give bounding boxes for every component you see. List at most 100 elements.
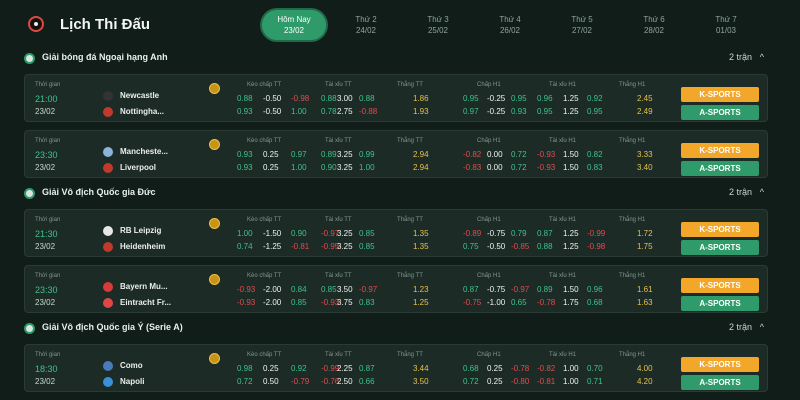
odds-h1-total-line[interactable]: 1.25 [563,107,579,116]
odds-ft-handicap-line[interactable]: -0.50 [263,107,282,116]
odds-h1-handicap-home[interactable]: 0.97 [463,107,479,116]
odds-ft-over[interactable]: 0.88 [321,94,337,103]
favorite-star-icon[interactable] [209,218,220,229]
odds-ft-win[interactable]: 1.35 [413,229,429,238]
odds-h1-total-line[interactable]: 1.25 [563,242,579,251]
odds-ft-under[interactable]: -0.97 [359,285,378,294]
odds-h1-handicap-away[interactable]: -0.85 [511,242,530,251]
tab-thursday[interactable]: Thứ 5 27/02 [550,10,614,40]
odds-h1-handicap-line[interactable]: 0.00 [487,150,503,159]
odds-h1-over[interactable]: -0.93 [537,163,556,172]
a-sports-button[interactable]: A-SPORTS [681,240,759,255]
odds-ft-handicap-away[interactable]: 0.90 [291,229,307,238]
odds-h1-total-line[interactable]: 1.50 [563,163,579,172]
league-header-epl[interactable]: Giải bóng đá Ngoại hạng Anh 2 trận ^ [22,52,778,66]
odds-h1-handicap-away[interactable]: 0.93 [511,107,527,116]
odds-h1-over[interactable]: 0.95 [537,107,553,116]
odds-ft-handicap-line[interactable]: 0.50 [263,377,279,386]
odds-ft-under[interactable]: 0.88 [359,94,375,103]
odds-ft-handicap-away[interactable]: -0.79 [291,377,310,386]
odds-ft-handicap-home[interactable]: 0.98 [237,364,253,373]
odds-ft-handicap-line[interactable]: 0.25 [263,163,279,172]
odds-h1-win[interactable]: 3.40 [637,163,653,172]
odds-ft-handicap-home[interactable]: 0.93 [237,150,253,159]
odds-h1-under[interactable]: 0.71 [587,377,603,386]
odds-ft-handicap-home[interactable]: 0.88 [237,94,253,103]
a-sports-button[interactable]: A-SPORTS [681,105,759,120]
odds-h1-handicap-line[interactable]: 0.25 [487,377,503,386]
odds-ft-handicap-away[interactable]: 0.85 [291,298,307,307]
odds-ft-win[interactable]: 3.44 [413,364,429,373]
odds-ft-under[interactable]: 0.85 [359,242,375,251]
odds-ft-total-line[interactable]: 3.25 [337,242,353,251]
odds-h1-handicap-line[interactable]: -0.75 [487,229,506,238]
odds-ft-over[interactable]: -0.76 [321,377,340,386]
odds-ft-total-line[interactable]: 3.75 [337,298,353,307]
k-sports-button[interactable]: K-SPORTS [681,87,759,102]
odds-h1-handicap-away[interactable]: 0.79 [511,229,527,238]
odds-ft-over[interactable]: -0.95 [321,242,340,251]
odds-h1-total-line[interactable]: 1.00 [563,377,579,386]
odds-ft-under[interactable]: 0.99 [359,150,375,159]
tab-today[interactable]: Hôm Nay 23/02 [262,10,326,40]
odds-h1-handicap-home[interactable]: -0.83 [463,163,482,172]
odds-h1-over[interactable]: 0.87 [537,229,553,238]
favorite-star-icon[interactable] [209,83,220,94]
odds-ft-total-line[interactable]: 3.25 [337,229,353,238]
odds-h1-handicap-line[interactable]: -0.75 [487,285,506,294]
favorite-star-icon[interactable] [209,353,220,364]
chevron-up-icon[interactable]: ^ [759,52,764,62]
odds-h1-under[interactable]: -0.98 [587,242,606,251]
odds-h1-over[interactable]: -0.78 [537,298,556,307]
odds-h1-handicap-away[interactable]: -0.97 [511,285,530,294]
odds-ft-over[interactable]: 0.85 [321,285,337,294]
odds-ft-over[interactable]: 0.78 [321,107,337,116]
odds-ft-win[interactable]: 2.94 [413,163,429,172]
odds-h1-handicap-home[interactable]: 0.75 [463,242,479,251]
odds-h1-over[interactable]: 0.88 [537,242,553,251]
odds-ft-win[interactable]: 1.35 [413,242,429,251]
chevron-up-icon[interactable]: ^ [759,187,764,197]
odds-ft-under[interactable]: 0.66 [359,377,375,386]
odds-ft-over[interactable]: -0.99 [321,364,340,373]
odds-h1-under[interactable]: 0.92 [587,94,603,103]
odds-ft-win[interactable]: 1.23 [413,285,429,294]
odds-h1-total-line[interactable]: 1.75 [563,298,579,307]
odds-ft-handicap-line[interactable]: -0.50 [263,94,282,103]
odds-ft-win[interactable]: 1.93 [413,107,429,116]
odds-ft-handicap-line[interactable]: -2.00 [263,298,282,307]
odds-h1-win[interactable]: 1.63 [637,298,653,307]
odds-h1-total-line[interactable]: 1.50 [563,150,579,159]
odds-h1-total-line[interactable]: 1.25 [563,94,579,103]
odds-ft-win[interactable]: 1.86 [413,94,429,103]
odds-h1-win[interactable]: 4.00 [637,364,653,373]
odds-ft-total-line[interactable]: 3.25 [337,150,353,159]
odds-h1-over[interactable]: 0.89 [537,285,553,294]
odds-h1-under[interactable]: 0.96 [587,285,603,294]
odds-ft-handicap-away[interactable]: -0.98 [291,94,310,103]
odds-h1-under[interactable]: 0.68 [587,298,603,307]
odds-h1-total-line[interactable]: 1.25 [563,229,579,238]
odds-h1-handicap-away[interactable]: 0.65 [511,298,527,307]
odds-h1-handicap-away[interactable]: -0.78 [511,364,530,373]
odds-h1-handicap-line[interactable]: -1.00 [487,298,506,307]
odds-h1-handicap-line[interactable]: -0.25 [487,107,506,116]
tab-wednesday[interactable]: Thứ 4 26/02 [478,10,542,40]
odds-h1-win[interactable]: 2.49 [637,107,653,116]
odds-h1-win[interactable]: 2.45 [637,94,653,103]
odds-ft-total-line[interactable]: 2.50 [337,377,353,386]
odds-h1-handicap-away[interactable]: 0.72 [511,163,527,172]
odds-h1-handicap-away[interactable]: 0.95 [511,94,527,103]
odds-ft-handicap-line[interactable]: 0.25 [263,364,279,373]
odds-h1-handicap-away[interactable]: 0.72 [511,150,527,159]
favorite-star-icon[interactable] [209,274,220,285]
odds-h1-total-line[interactable]: 1.00 [563,364,579,373]
odds-ft-handicap-line[interactable]: -1.25 [263,242,282,251]
tab-friday[interactable]: Thứ 6 28/02 [622,10,686,40]
odds-ft-under[interactable]: 0.87 [359,364,375,373]
odds-ft-total-line[interactable]: 2.75 [337,107,353,116]
tab-monday[interactable]: Thứ 2 24/02 [334,10,398,40]
odds-ft-total-line[interactable]: 3.50 [337,285,353,294]
odds-h1-handicap-line[interactable]: -0.50 [487,242,506,251]
odds-ft-total-line[interactable]: 3.25 [337,163,353,172]
